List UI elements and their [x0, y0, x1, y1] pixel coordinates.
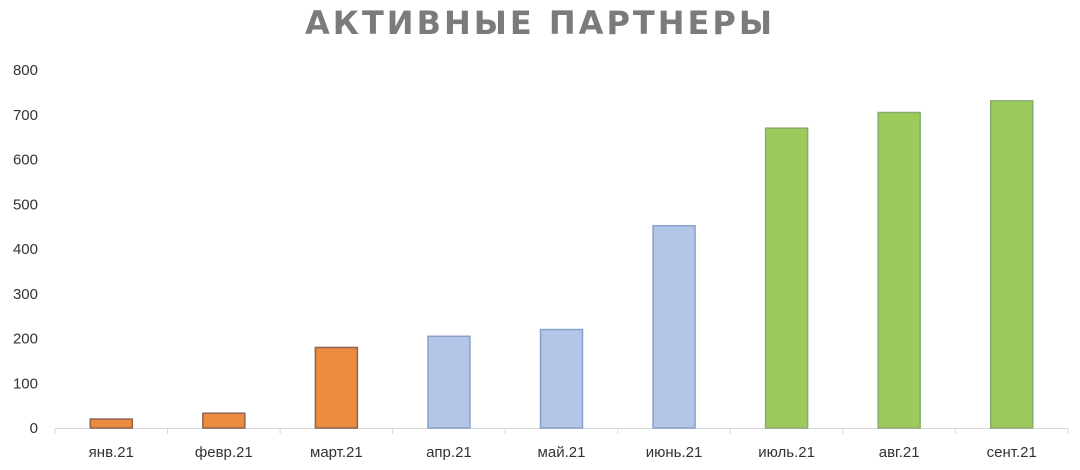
bar — [877, 111, 921, 429]
bar — [539, 328, 584, 429]
x-tick-label: апр.21 — [426, 444, 472, 461]
y-tick-label: 500 — [13, 196, 38, 213]
bar — [652, 224, 696, 429]
chart-title: АКТИВНЫЕ ПАРТНЕРЫ — [305, 4, 775, 42]
x-tick-label: февр.21 — [195, 444, 253, 461]
x-tick-label: авг.21 — [879, 444, 920, 461]
bar — [89, 418, 134, 429]
bar — [427, 335, 471, 429]
x-tick-label: июль.21 — [758, 444, 815, 461]
x-tick-label: сент.21 — [987, 444, 1037, 461]
y-tick-label: 100 — [13, 375, 38, 392]
y-tick-label: 300 — [13, 286, 38, 303]
x-tick-label: янв.21 — [89, 444, 134, 461]
x-tick-label: июнь.21 — [646, 444, 703, 461]
y-tick-label: 700 — [13, 107, 38, 124]
y-tick-label: 800 — [13, 62, 38, 79]
bar — [202, 412, 246, 429]
x-tick-label: март.21 — [310, 444, 363, 461]
y-tick-label: 400 — [13, 241, 38, 258]
y-tick-label: 200 — [13, 331, 38, 348]
y-tick-label: 0 — [30, 420, 38, 437]
bar — [764, 127, 809, 429]
bar — [314, 346, 359, 429]
x-tick-label: май.21 — [538, 444, 586, 461]
bar — [989, 100, 1034, 429]
y-tick-label: 600 — [13, 152, 38, 169]
